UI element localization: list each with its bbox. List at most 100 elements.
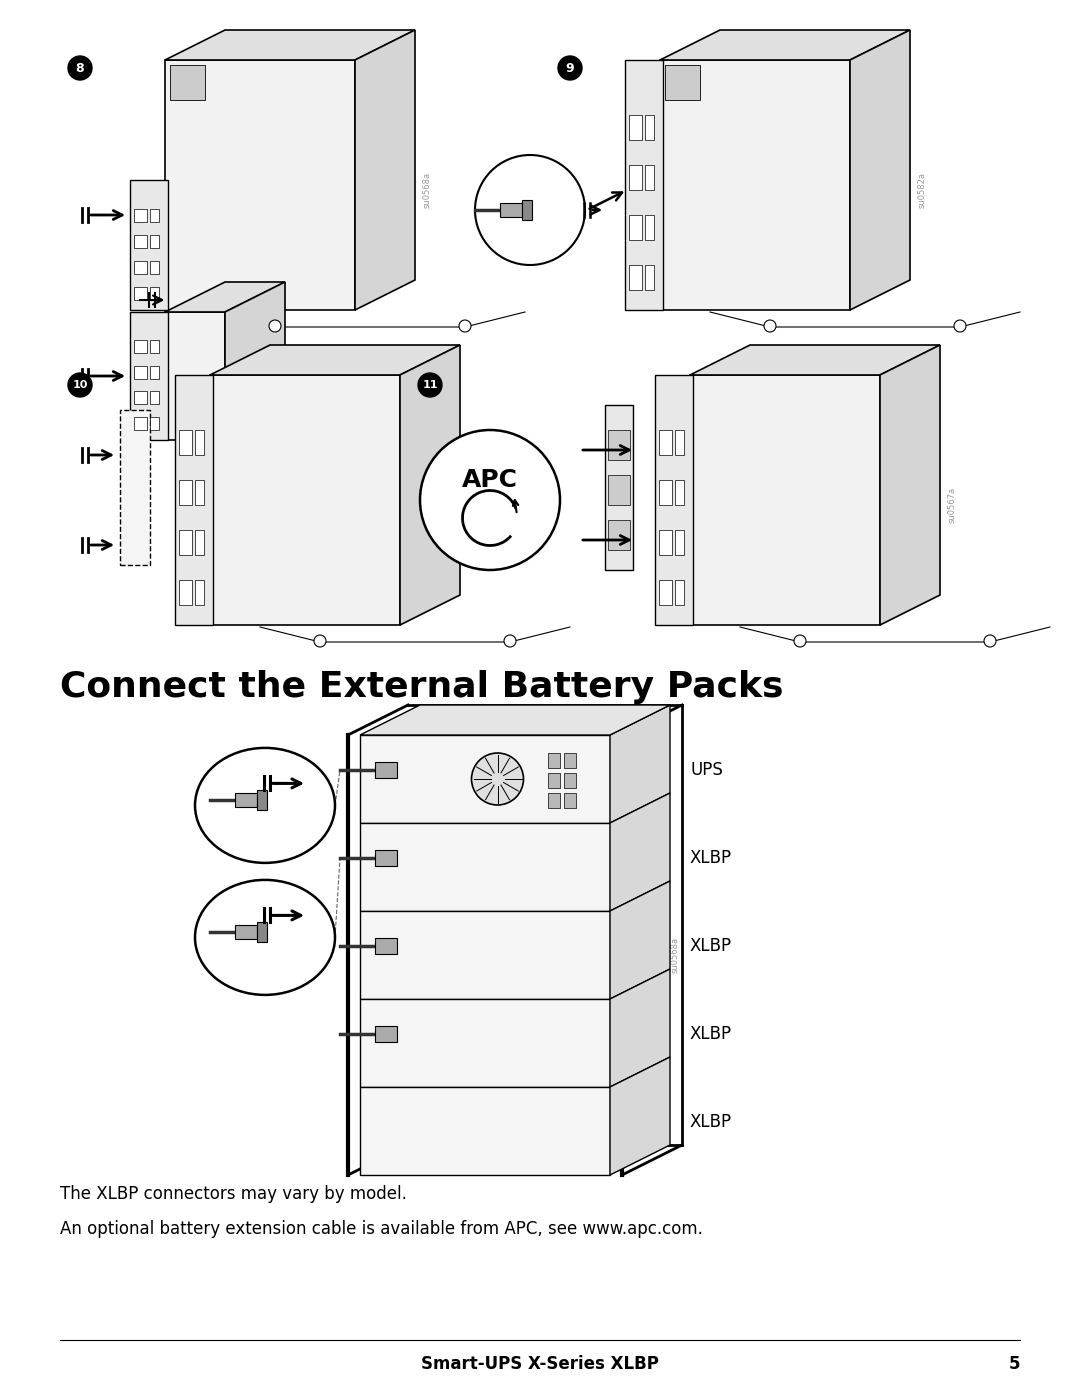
Polygon shape [150,416,159,430]
Polygon shape [355,29,415,310]
Polygon shape [654,374,693,624]
Polygon shape [690,374,880,624]
Circle shape [558,56,582,80]
Polygon shape [548,773,559,788]
Text: An optional battery extension cable is available from APC, see www.apc.com.: An optional battery extension cable is a… [60,1220,703,1238]
Polygon shape [610,970,670,1087]
Circle shape [472,753,524,805]
Polygon shape [675,430,684,455]
Polygon shape [120,409,150,564]
Polygon shape [235,793,257,807]
Polygon shape [165,29,415,60]
Polygon shape [548,753,559,768]
Polygon shape [659,481,672,504]
Polygon shape [375,763,397,778]
Text: Connect the External Battery Packs: Connect the External Battery Packs [60,671,783,704]
Polygon shape [850,29,910,310]
Polygon shape [564,793,576,807]
Polygon shape [194,481,204,504]
Polygon shape [675,580,684,605]
Polygon shape [134,261,147,274]
Circle shape [954,320,966,332]
Polygon shape [659,529,672,555]
Polygon shape [548,793,559,807]
Polygon shape [564,773,576,788]
Polygon shape [360,735,610,823]
Polygon shape [690,345,940,374]
Polygon shape [660,60,850,310]
Polygon shape [150,208,159,222]
Polygon shape [165,312,225,440]
Circle shape [459,320,471,332]
Polygon shape [360,705,670,735]
Polygon shape [610,793,670,911]
Circle shape [68,373,92,397]
Polygon shape [608,475,630,504]
Polygon shape [150,366,159,379]
Polygon shape [880,345,940,624]
Polygon shape [134,235,147,247]
Text: su0568a: su0568a [671,937,679,974]
Polygon shape [625,60,663,310]
Polygon shape [134,286,147,299]
Text: APC: APC [462,468,518,492]
Polygon shape [375,851,397,866]
Polygon shape [194,580,204,605]
Polygon shape [150,235,159,247]
Polygon shape [605,405,633,570]
Polygon shape [645,215,654,240]
Polygon shape [194,529,204,555]
Polygon shape [165,60,355,310]
Polygon shape [608,430,630,460]
Circle shape [418,373,442,397]
Polygon shape [375,1027,397,1042]
Polygon shape [225,282,285,440]
Text: su0582a: su0582a [918,172,927,208]
Polygon shape [400,345,460,624]
Polygon shape [659,430,672,455]
Polygon shape [360,1087,610,1175]
Polygon shape [610,882,670,999]
Polygon shape [610,1058,670,1175]
Polygon shape [257,791,267,810]
Circle shape [764,320,777,332]
Polygon shape [134,208,147,222]
Polygon shape [360,911,610,999]
Polygon shape [175,374,213,624]
Polygon shape [194,430,204,455]
Polygon shape [165,282,285,312]
Polygon shape [629,265,643,291]
Polygon shape [645,165,654,190]
Polygon shape [659,580,672,605]
Polygon shape [130,312,168,440]
Polygon shape [360,999,610,1087]
Polygon shape [665,66,700,101]
Polygon shape [210,374,400,624]
Polygon shape [257,922,267,943]
Polygon shape [675,481,684,504]
Polygon shape [235,925,257,939]
Circle shape [314,636,326,647]
Polygon shape [645,115,654,140]
Polygon shape [500,203,522,217]
Polygon shape [170,66,205,101]
Text: XLBP: XLBP [690,1025,732,1044]
Polygon shape [629,165,643,190]
Text: su0568a: su0568a [422,172,432,208]
Circle shape [794,636,806,647]
Circle shape [420,430,561,570]
Polygon shape [150,339,159,353]
Text: 5: 5 [1009,1355,1020,1373]
Text: XLBP: XLBP [690,1113,732,1132]
Polygon shape [150,261,159,274]
Polygon shape [629,115,643,140]
Circle shape [269,320,281,332]
Text: 11: 11 [422,380,437,390]
Polygon shape [150,286,159,299]
Text: Smart-UPS X-Series XLBP: Smart-UPS X-Series XLBP [421,1355,659,1373]
Ellipse shape [195,747,335,863]
Text: su0741a: su0741a [468,488,476,522]
Polygon shape [660,29,910,60]
Text: XLBP: XLBP [690,849,732,868]
Polygon shape [610,705,670,823]
